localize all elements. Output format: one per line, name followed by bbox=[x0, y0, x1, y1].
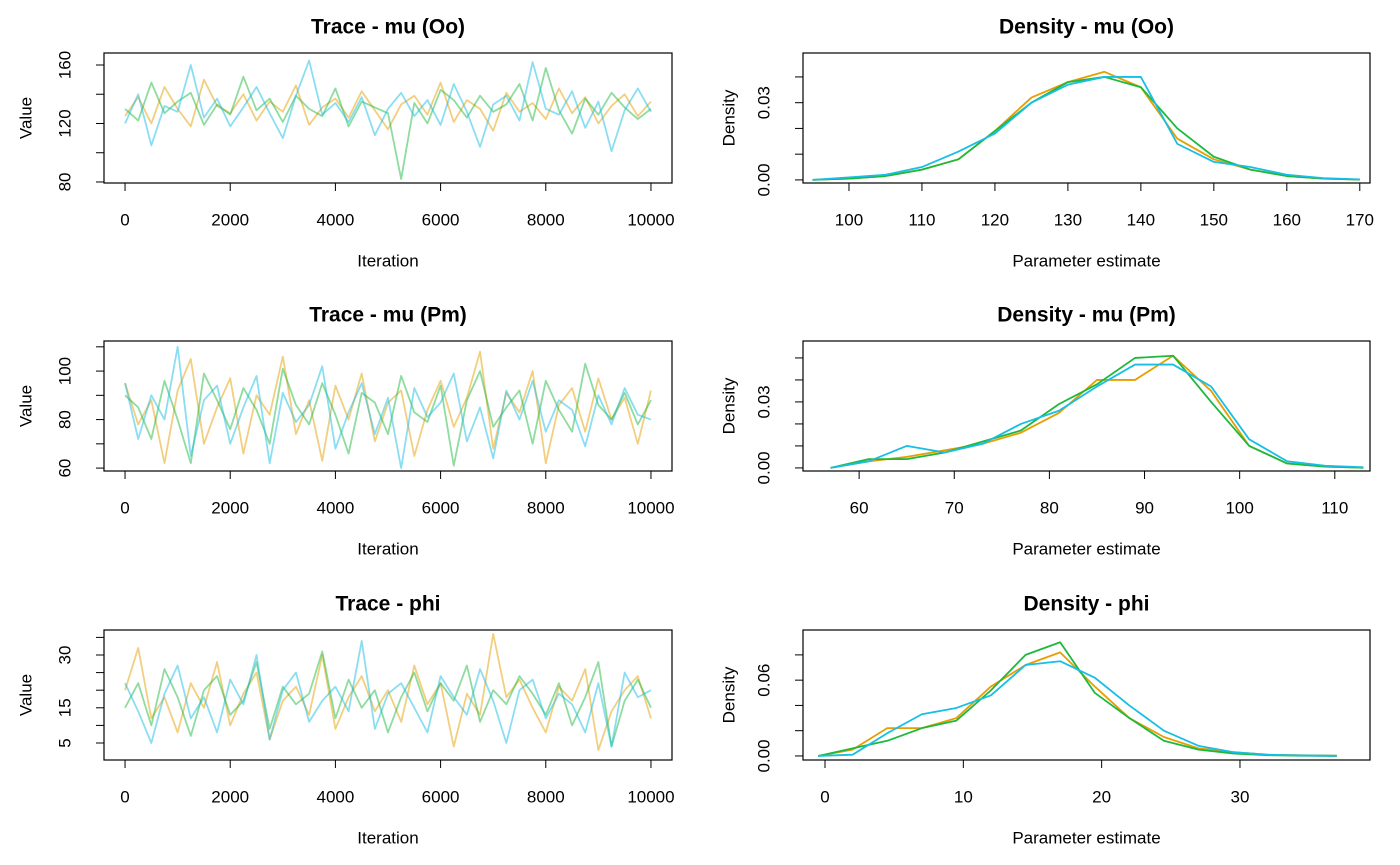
x-tick-label: 150 bbox=[1200, 210, 1228, 229]
panel-title: Trace - phi bbox=[335, 593, 440, 616]
x-tick-label: 2000 bbox=[211, 210, 249, 229]
plot-frame bbox=[103, 340, 673, 472]
y-tick-label: 100 bbox=[55, 357, 74, 385]
x-tick-label: 4000 bbox=[316, 498, 354, 517]
x-tick-label: 8000 bbox=[527, 210, 565, 229]
x-axis-label: Parameter estimate bbox=[1012, 251, 1160, 270]
y-tick-label: 0.03 bbox=[754, 86, 773, 119]
x-tick-label: 2000 bbox=[211, 498, 249, 517]
x-tick-label: 0 bbox=[820, 787, 829, 806]
plot-frame bbox=[802, 629, 1371, 761]
series-line bbox=[817, 641, 1337, 757]
x-tick-label: 6000 bbox=[422, 787, 460, 806]
y-tick-label: 80 bbox=[55, 173, 74, 192]
x-tick-label: 0 bbox=[120, 498, 129, 517]
series-line bbox=[812, 76, 1360, 181]
x-tick-label: 0 bbox=[120, 210, 129, 229]
x-tick-label: 90 bbox=[1135, 498, 1154, 517]
y-axis-label: Density bbox=[719, 666, 738, 723]
y-tick-label: 60 bbox=[55, 459, 74, 478]
y-tick-label: 5 bbox=[55, 738, 74, 747]
x-tick-label: 80 bbox=[1040, 498, 1059, 517]
x-tick-label: 10 bbox=[954, 787, 973, 806]
y-tick-label: 0.03 bbox=[754, 385, 773, 418]
x-tick-label: 8000 bbox=[527, 498, 565, 517]
x-tick-label: 60 bbox=[850, 498, 869, 517]
x-axis-label: Parameter estimate bbox=[1012, 539, 1160, 558]
x-axis-label: Iteration bbox=[357, 828, 418, 847]
y-tick-label: 0.06 bbox=[754, 664, 773, 697]
x-tick-label: 70 bbox=[945, 498, 964, 517]
x-tick-label: 140 bbox=[1127, 210, 1155, 229]
x-tick-label: 120 bbox=[981, 210, 1009, 229]
y-tick-label: 120 bbox=[55, 109, 74, 137]
panel-title: Density - mu (Oo) bbox=[999, 16, 1174, 39]
series-line bbox=[124, 59, 652, 153]
x-tick-label: 4000 bbox=[316, 787, 354, 806]
series-line bbox=[812, 76, 1360, 181]
panel-title: Trace - mu (Pm) bbox=[309, 304, 467, 327]
series-line bbox=[818, 660, 1337, 757]
series-line bbox=[830, 354, 1364, 469]
x-tick-label: 10000 bbox=[627, 498, 674, 517]
x-tick-label: 8000 bbox=[527, 787, 565, 806]
series-line bbox=[830, 363, 1364, 469]
y-axis-label: Value bbox=[16, 97, 35, 139]
plot-frame bbox=[103, 629, 673, 761]
y-tick-label: 160 bbox=[55, 51, 74, 79]
x-tick-label: 170 bbox=[1346, 210, 1374, 229]
y-tick-label: 30 bbox=[55, 646, 74, 665]
x-tick-label: 100 bbox=[835, 210, 863, 229]
x-axis-label: Iteration bbox=[357, 251, 418, 270]
y-tick-label: 0.00 bbox=[754, 163, 773, 196]
plot-frame bbox=[802, 340, 1371, 472]
y-tick-label: 0.00 bbox=[754, 451, 773, 484]
x-axis-label: Iteration bbox=[357, 539, 418, 558]
x-tick-label: 160 bbox=[1273, 210, 1301, 229]
panel-title: Density - phi bbox=[1023, 593, 1149, 616]
x-tick-label: 2000 bbox=[211, 787, 249, 806]
x-tick-label: 4000 bbox=[316, 210, 354, 229]
x-tick-label: 100 bbox=[1225, 498, 1253, 517]
y-tick-label: 0.00 bbox=[754, 739, 773, 772]
x-tick-label: 10000 bbox=[627, 210, 674, 229]
x-tick-label: 110 bbox=[1321, 498, 1348, 517]
x-tick-label: 30 bbox=[1231, 787, 1250, 806]
plot-frame bbox=[802, 52, 1371, 184]
x-tick-label: 110 bbox=[908, 210, 935, 229]
series-line bbox=[124, 350, 652, 465]
series-line bbox=[812, 70, 1360, 181]
x-axis-label: Parameter estimate bbox=[1012, 828, 1160, 847]
series-line bbox=[124, 640, 652, 748]
x-tick-label: 6000 bbox=[422, 498, 460, 517]
series-line bbox=[124, 345, 652, 469]
series-line bbox=[124, 362, 652, 467]
series-line bbox=[124, 67, 652, 180]
x-tick-label: 0 bbox=[120, 787, 129, 806]
x-tick-label: 130 bbox=[1054, 210, 1082, 229]
plot-frame bbox=[103, 52, 673, 184]
y-axis-label: Value bbox=[16, 385, 35, 427]
y-axis-label: Value bbox=[16, 674, 35, 716]
x-tick-label: 20 bbox=[1092, 787, 1111, 806]
x-tick-label: 10000 bbox=[627, 787, 674, 806]
series-line bbox=[124, 78, 652, 132]
y-axis-label: Density bbox=[719, 377, 738, 434]
series-line bbox=[124, 632, 652, 751]
panel-title: Trace - mu (Oo) bbox=[311, 16, 465, 39]
y-tick-label: 15 bbox=[55, 698, 74, 717]
series-line bbox=[830, 354, 1364, 469]
y-axis-label: Density bbox=[719, 89, 738, 146]
panel-title: Density - mu (Pm) bbox=[997, 304, 1176, 327]
x-tick-label: 6000 bbox=[422, 210, 460, 229]
y-tick-label: 80 bbox=[55, 410, 74, 429]
